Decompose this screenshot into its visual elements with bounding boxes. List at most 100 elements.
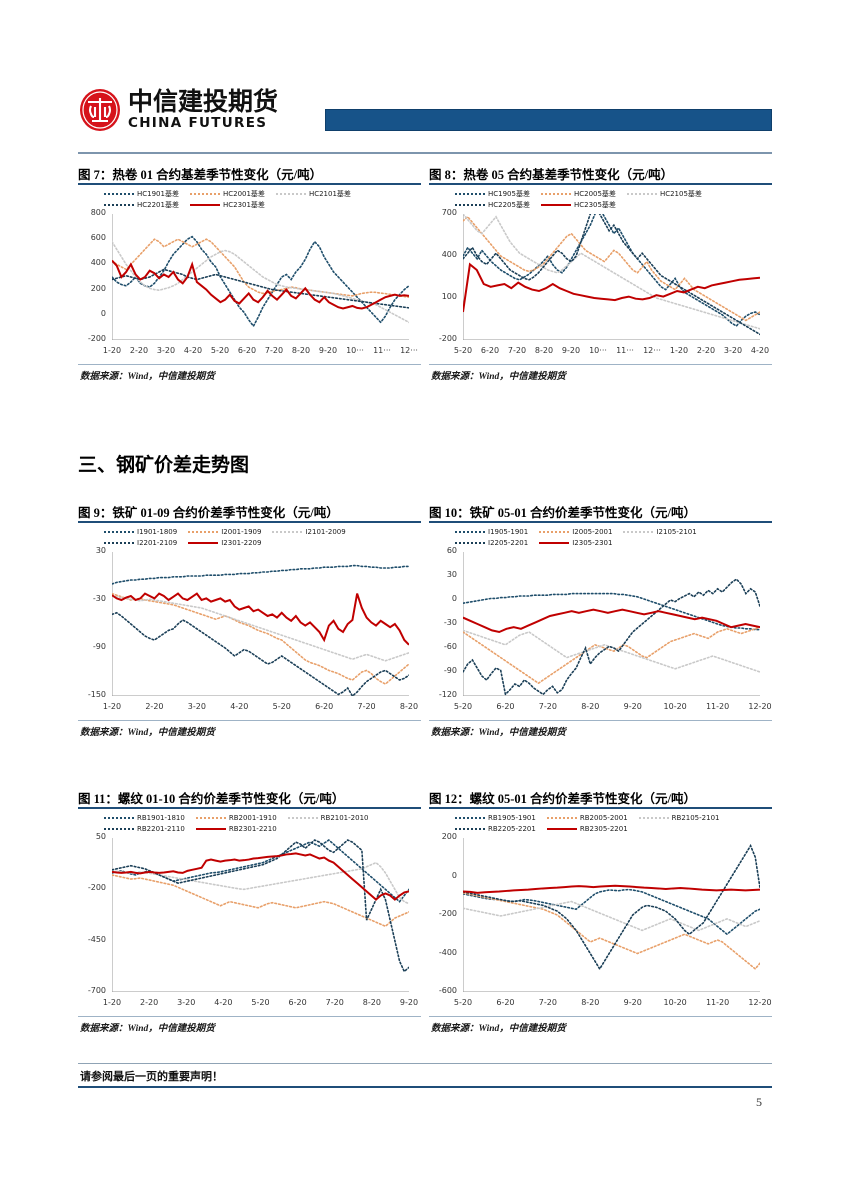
y-axis-tick-label: 60 [446,546,457,555]
series-line [112,592,409,685]
legend-label: HC2105基差 [659,189,702,198]
x-axis-tick-label: 1-20 [102,702,122,711]
citic-circular-logo-icon [78,88,122,132]
legend-item: I2301-2209 [188,537,261,548]
plot-area [112,552,409,696]
series-line [463,262,760,313]
legend-swatch-dotted-line [104,192,134,195]
legend-item: HC2105基差 [626,188,702,199]
source-note: 数据来源：Wind，中信建投期货 [431,372,566,382]
x-axis-tick-label: 8-20 [291,346,311,355]
legend-swatch-dotted-line [623,530,654,533]
legend-item: HC2305基差 [540,199,616,210]
legend-label: RB2201-2110 [137,824,185,833]
series-line [463,215,760,322]
y-axis-tick-label: -200 [87,334,106,343]
x-axis-tick-label: 9-20 [623,702,642,711]
legend-label: I2101-2009 [305,527,346,536]
y-axis-tick-label: -400 [438,947,457,957]
legend-item: I2105-2101 [623,526,697,537]
x-axis-tick-label: 3-20 [187,702,206,711]
x-axis-tick-label: 1-20 [102,998,122,1007]
x-axis-tick-label: 8-20 [534,346,554,355]
legend-item: HC2101基差 [275,188,351,199]
legend-swatch-dotted-line [272,530,303,533]
y-axis-tick-label: 700 [441,208,457,217]
legend-item: RB1905-1901 [455,812,536,823]
legend-item: HC2201基差 [104,199,179,210]
x-axis-tick-label: 8-20 [581,998,600,1007]
x-axis-tick-label: 7-20 [538,702,557,711]
legend-label: I2201-2109 [137,538,178,547]
series-line [112,595,409,662]
legend-swatch-dotted-line [540,192,571,195]
legend-label: HC1901基差 [137,189,179,198]
y-axis-tick-label: -30 [443,618,457,627]
figure-fig11: 图 11：螺纹 01-10 合约价差季节性变化（元/吨） RB1901-1810 R… [78,788,421,1038]
x-axis-tick-label: 11··· [373,346,391,355]
x-axis-tick-label: 12-20 [748,998,772,1007]
figure-title: 图 12：螺纹 05-01 合约价差季节性变化（元/吨） [429,792,697,806]
figure-title-rule [429,521,772,524]
y-axis-tick-label: -450 [87,934,106,944]
source-divider [429,1016,772,1017]
series-line [112,268,409,309]
x-axis-tick-label: 12-20 [748,702,772,711]
series-line [463,578,760,696]
x-axis-tick-label: 6-20 [288,998,307,1007]
legend-item: I2001-1909 [188,526,261,537]
footer-divider-top [78,1063,772,1064]
x-axis-tick-label: 9-20 [623,998,642,1007]
legend-item: I1901-1809 [104,526,177,537]
plot-area [112,838,409,992]
legend-item: HC1901基差 [104,188,179,199]
legend-item: I2101-2009 [272,526,346,537]
x-axis-tick-label: 11-20 [705,702,730,711]
figure-title: 图 10：铁矿 05-01 合约价差季节性变化（元/吨） [429,506,697,520]
y-axis-tick-label: -90 [443,666,457,675]
legend-label: HC2205基差 [488,200,530,209]
legend-swatch-dotted-line [626,192,657,195]
y-axis-tick-label: 200 [90,283,106,293]
legend-item: HC2301基差 [189,199,265,210]
legend-label: HC2001基差 [222,189,265,198]
legend-swatch-dotted-line [455,827,485,830]
series-line [112,611,409,696]
x-axis-tick-label: 7-20 [538,998,557,1007]
x-axis-tick-label: 9-20 [561,346,581,355]
x-axis-tick-label: 11··· [616,346,634,355]
series-line [112,839,409,903]
series-line [463,900,760,932]
legend-label: RB1905-1901 [488,813,536,822]
series-line [112,240,409,324]
legend-item: RB1901-1810 [104,812,185,823]
legend-label: I2005-2001 [572,527,613,536]
legend-label: RB2305-2201 [579,824,628,833]
x-axis-tick-label: 5-20 [251,998,270,1007]
header-divider [78,152,772,154]
y-axis-tick-label: -60 [443,642,457,651]
legend-item: I1905-1901 [455,526,528,537]
x-axis-tick-label: 6-20 [496,702,515,711]
x-axis-tick-label: 5-20 [453,346,473,355]
y-axis-tick-label: -120 [438,690,457,699]
x-axis-tick-label: 8-20 [362,998,381,1007]
y-axis-tick-label: 30 [446,570,457,579]
x-axis-tick-label: 10-20 [663,702,687,711]
series-line [463,214,760,330]
source-divider [429,720,772,721]
source-note: 数据来源：Wind，中信建投期货 [80,728,215,738]
chart-legend: RB1901-1810 RB2001-1910 RB2101-2010 RB2201-… [78,812,421,834]
y-axis-tick-label: 600 [90,233,106,243]
x-axis-tick-label: 6-20 [237,346,257,355]
brand-logo: 中信建投期货 CHINA FUTURES [78,88,278,132]
figure-title-rule [78,183,421,186]
legend-label: HC2301基差 [222,200,265,209]
x-axis-tick-label: 4-20 [183,346,203,355]
legend-item: RB2205-2201 [455,823,536,834]
legend-swatch-solid-line [195,827,226,830]
x-axis-tick-label: 9-20 [399,998,419,1007]
figure-title: 图 11：螺纹 01-10 合约价差季节性变化（元/吨） [78,792,345,806]
x-axis-tick-label: 7-20 [264,346,284,355]
